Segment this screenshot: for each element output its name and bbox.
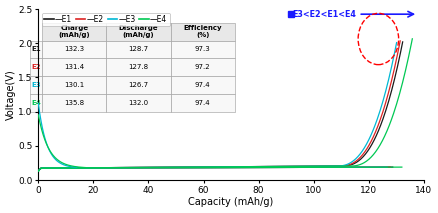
Y-axis label: Voltage(V): Voltage(V) [6,69,16,120]
Text: E3<E2<E1<E4: E3<E2<E1<E4 [293,10,357,19]
X-axis label: Capacity (mAh/g): Capacity (mAh/g) [188,197,274,207]
Legend: —E1, —E2, —E3, —E4: —E1, —E2, —E3, —E4 [42,13,170,26]
